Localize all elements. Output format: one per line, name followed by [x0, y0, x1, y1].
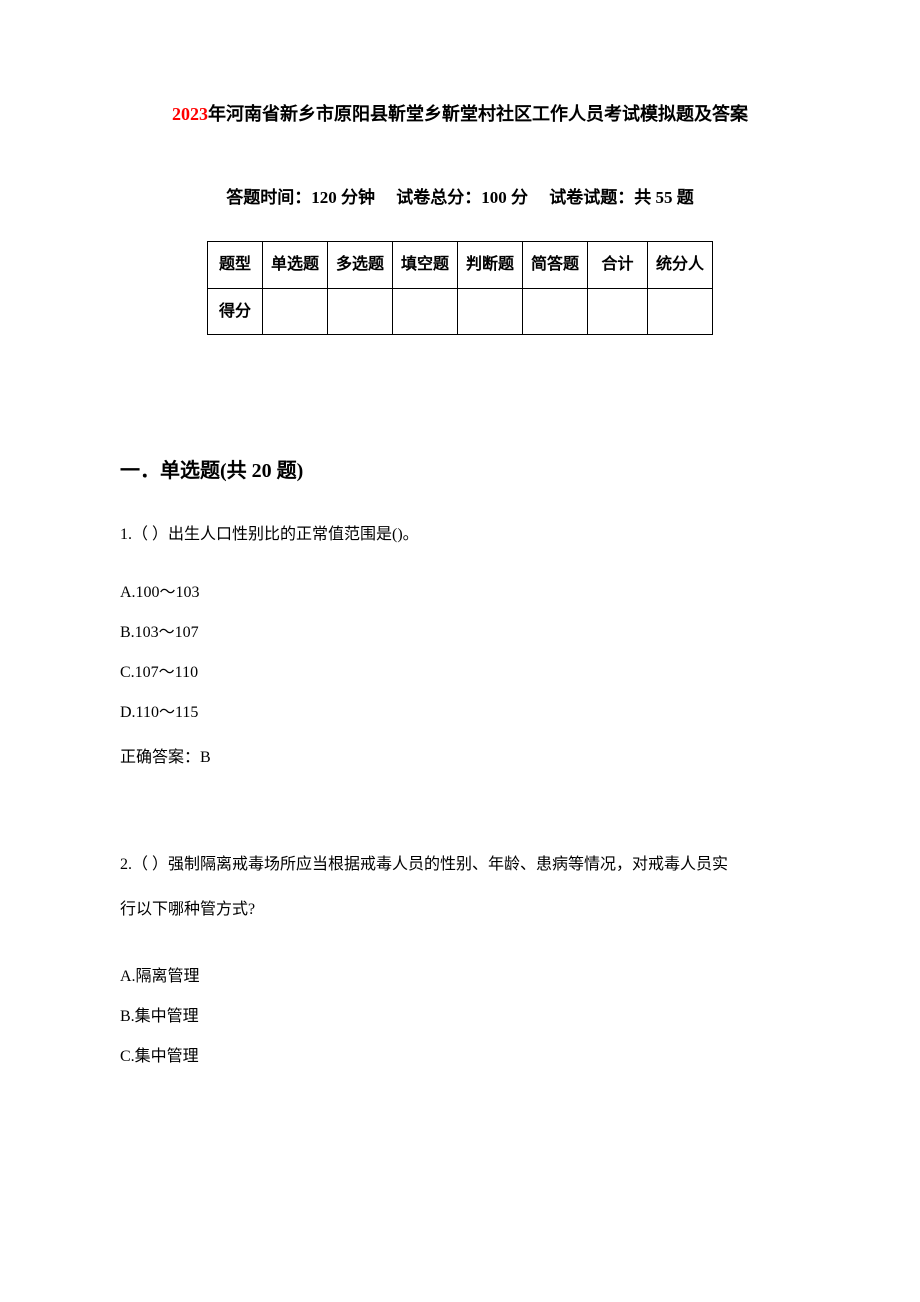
exam-info-line: 答题时间：120 分钟 试卷总分：100 分 试卷试题：共 55 题	[120, 184, 800, 211]
time-value: 120 分钟	[311, 188, 375, 207]
question-1: 1.（ ）出生人口性别比的正常值范围是()。 A.100～103 B.103～1…	[120, 522, 800, 778]
col-single: 单选题	[262, 241, 327, 288]
col-total: 合计	[588, 241, 648, 288]
total-value: 100 分	[481, 188, 528, 207]
score-cell	[523, 288, 588, 335]
score-cell	[392, 288, 457, 335]
q2-text-line1: 2.（ ）强制隔离戒毒场所应当根据戒毒人员的性别、年龄、患病等情况，对戒毒人员实	[120, 856, 728, 873]
q1-option-a: A.100～103	[120, 573, 800, 613]
col-multi: 多选题	[327, 241, 392, 288]
count-label: 试卷试题：	[549, 188, 634, 207]
col-short: 简答题	[523, 241, 588, 288]
table-score-row: 得分	[207, 288, 712, 335]
table-header-row: 题型 单选题 多选题 填空题 判断题 简答题 合计 统分人	[207, 241, 712, 288]
q1-option-c: C.107～110	[120, 653, 800, 693]
q2-option-b: B.集中管理	[120, 997, 800, 1037]
title-rest: 年河南省新乡市原阳县靳堂乡靳堂村社区工作人员考试模拟题及答案	[208, 104, 748, 124]
score-cell	[262, 288, 327, 335]
score-cell	[648, 288, 713, 335]
document-title: 2023年河南省新乡市原阳县靳堂乡靳堂村社区工作人员考试模拟题及答案	[120, 100, 800, 129]
section-heading: 一．单选题(共 20 题)	[120, 455, 800, 487]
title-year: 2023	[172, 104, 208, 124]
time-label: 答题时间：	[226, 188, 311, 207]
q1-text: 1.（ ）出生人口性别比的正常值范围是()。	[120, 522, 800, 548]
col-scorer: 统分人	[648, 241, 713, 288]
count-value: 共 55 题	[634, 188, 694, 207]
score-label: 得分	[207, 288, 262, 335]
q2-text: 2.（ ）强制隔离戒毒场所应当根据戒毒人员的性别、年龄、患病等情况，对戒毒人员实…	[120, 843, 800, 933]
question-2: 2.（ ）强制隔离戒毒场所应当根据戒毒人员的性别、年龄、患病等情况，对戒毒人员实…	[120, 843, 800, 1078]
col-judge: 判断题	[458, 241, 523, 288]
score-cell	[458, 288, 523, 335]
total-label: 试卷总分：	[396, 188, 481, 207]
q2-option-a: A.隔离管理	[120, 957, 800, 997]
q2-text-line2: 行以下哪种管方式?	[120, 901, 255, 918]
score-cell	[588, 288, 648, 335]
col-fill: 填空题	[392, 241, 457, 288]
col-type: 题型	[207, 241, 262, 288]
q1-option-d: D.110～115	[120, 693, 800, 733]
q2-option-c: C.集中管理	[120, 1037, 800, 1077]
q1-answer: 正确答案：B	[120, 738, 800, 778]
score-table: 题型 单选题 多选题 填空题 判断题 简答题 合计 统分人 得分	[207, 241, 713, 335]
q1-option-b: B.103～107	[120, 613, 800, 653]
score-cell	[327, 288, 392, 335]
